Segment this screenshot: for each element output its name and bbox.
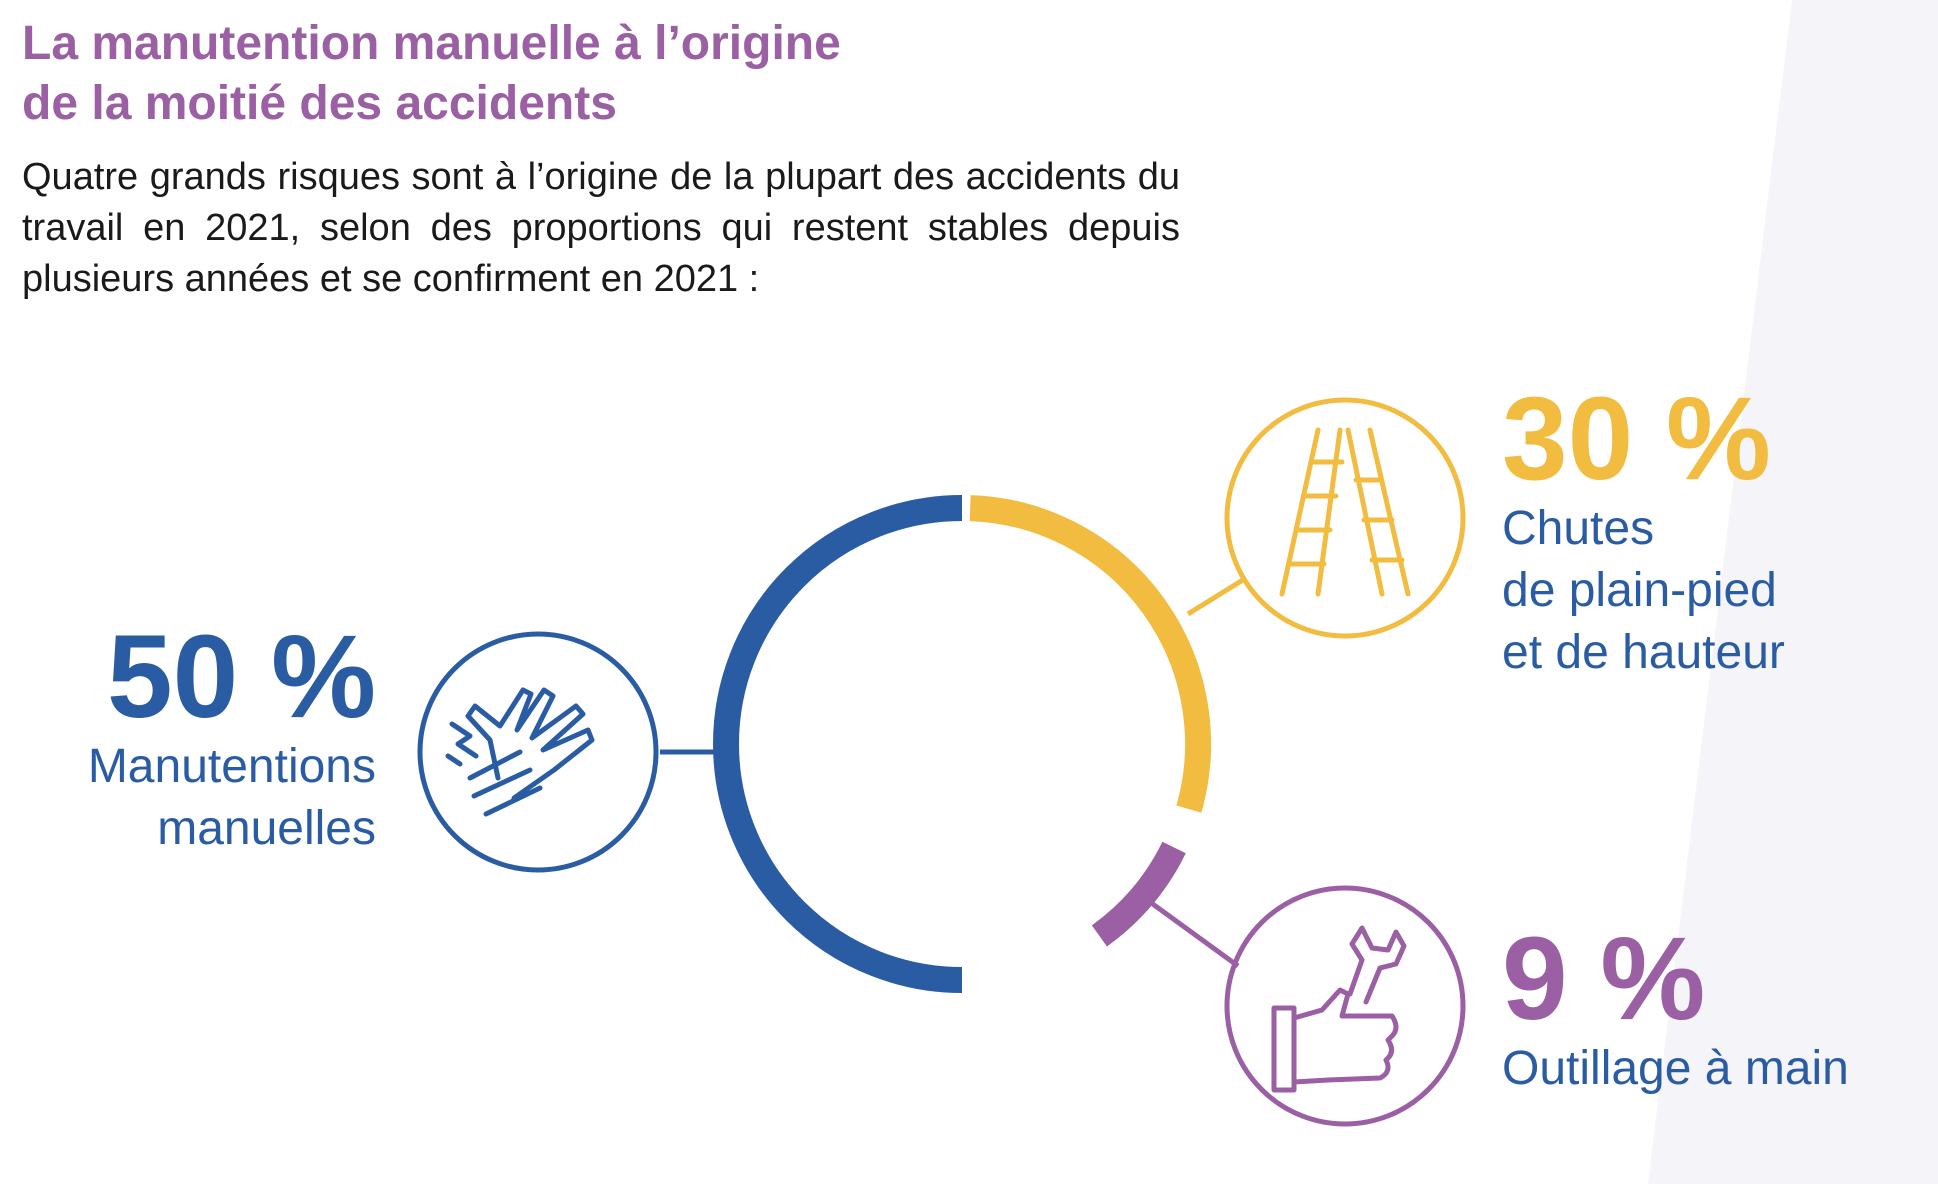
connector-chutes bbox=[1186, 575, 1248, 617]
connector-outillage bbox=[1148, 899, 1240, 969]
intro-paragraph: Quatre grands risques sont à l’origine d… bbox=[22, 156, 1180, 300]
ladder-icon bbox=[1224, 397, 1466, 639]
desc-outillage-line-1: Outillage à main bbox=[1502, 1042, 1849, 1095]
page-title: La manutention manuelle à l’origine de l… bbox=[22, 14, 841, 134]
desc-chutes-line-2: de plain-pied bbox=[1502, 564, 1777, 617]
title-line-2: de la moitié des accidents bbox=[22, 77, 617, 130]
desc-manutentions-line-2: manuelles bbox=[157, 802, 376, 855]
arc-manutentions bbox=[713, 495, 963, 993]
label-manutentions: 50 % Manutentions manuelles bbox=[88, 618, 376, 860]
value-outillage: 9 % bbox=[1502, 913, 1706, 1045]
value-chutes: 30 % bbox=[1502, 373, 1771, 505]
desc-manutentions-line-1: Manutentions bbox=[87, 740, 376, 793]
desc-chutes-line-1: Chutes bbox=[1502, 502, 1655, 555]
arc-chutes bbox=[969, 495, 1212, 813]
label-outillage: 9 % Outillage à main bbox=[1502, 920, 1849, 1100]
desc-chutes-line-3: et de hauteur bbox=[1502, 626, 1785, 679]
title-line-1: La manutention manuelle à l’origine bbox=[22, 17, 841, 70]
hand-wrench-icon bbox=[1224, 885, 1466, 1127]
label-chutes: 30 % Chutes de plain-pied et de hauteur bbox=[1502, 380, 1785, 684]
value-manutentions: 50 % bbox=[107, 611, 376, 743]
hand-injury-icon bbox=[417, 631, 659, 873]
arc-outillage bbox=[1091, 841, 1186, 947]
